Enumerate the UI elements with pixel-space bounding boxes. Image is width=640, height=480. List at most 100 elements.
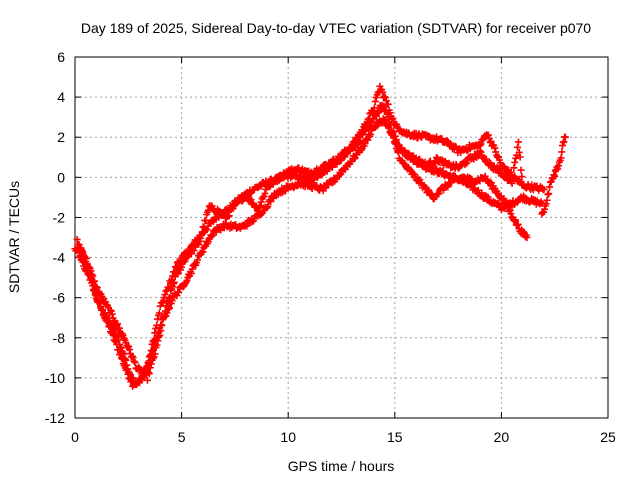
data-point <box>381 116 389 124</box>
data-point <box>515 148 523 156</box>
data-point <box>199 248 207 256</box>
data-point <box>477 140 485 148</box>
data-point <box>463 159 471 167</box>
data-point <box>155 309 163 317</box>
data-point <box>351 154 359 162</box>
data-point <box>341 165 349 173</box>
data-point <box>117 344 125 352</box>
data-point <box>175 288 183 296</box>
data-point <box>509 174 517 182</box>
data-point <box>149 347 157 355</box>
data-point <box>523 234 531 241</box>
data-point <box>126 346 134 354</box>
x-ticks: 0 5 10 15 20 25 <box>71 57 616 445</box>
data-point <box>129 374 137 382</box>
data-point <box>90 286 98 294</box>
series-lower-track <box>75 115 531 389</box>
y-tick-label: -12 <box>45 410 65 426</box>
data-point <box>114 320 122 328</box>
data-point <box>507 210 515 218</box>
data-point <box>365 114 373 122</box>
data-point <box>484 131 492 139</box>
data-point <box>155 328 163 336</box>
data-point <box>502 170 510 178</box>
data-point <box>510 164 518 172</box>
data-point <box>79 258 87 266</box>
data-point <box>83 266 91 274</box>
data-point <box>170 278 178 286</box>
data-point <box>506 206 514 214</box>
data-point <box>257 198 265 206</box>
data-point <box>384 122 392 130</box>
data-point <box>554 165 562 173</box>
data-point <box>96 299 104 307</box>
data-point <box>106 306 114 314</box>
data-point <box>151 341 159 349</box>
y-tick-label: 6 <box>57 49 65 65</box>
data-point <box>444 183 452 191</box>
data-point <box>474 186 482 194</box>
data-point <box>371 97 379 105</box>
data-point <box>514 138 522 146</box>
data-point <box>150 342 158 350</box>
data-point <box>145 357 153 365</box>
data-point <box>389 114 397 122</box>
data-point <box>209 231 217 239</box>
data-point <box>104 314 112 322</box>
data-point <box>363 119 371 127</box>
data-point <box>177 263 185 271</box>
data-point <box>281 187 289 195</box>
x-tick-label: 10 <box>280 429 296 445</box>
data-point <box>85 270 93 278</box>
data-point <box>111 326 119 334</box>
data-point <box>484 193 492 201</box>
x-tick-label: 20 <box>494 429 510 445</box>
data-point <box>439 167 447 175</box>
data-point <box>495 153 503 161</box>
data-point <box>364 136 372 144</box>
data-point <box>128 352 136 360</box>
data-point <box>187 269 195 277</box>
data-point <box>122 356 130 364</box>
series-upper-track <box>73 82 548 384</box>
data-point <box>511 216 519 224</box>
data-point <box>382 97 390 105</box>
y-tick-label: -6 <box>53 290 66 306</box>
series-end-track <box>538 133 569 218</box>
data-point <box>161 291 169 299</box>
data-point <box>546 183 554 191</box>
data-point <box>174 270 182 278</box>
data-point <box>373 122 381 130</box>
data-point <box>145 370 153 378</box>
data-point <box>481 172 489 180</box>
data-point <box>169 280 177 288</box>
data-point <box>130 357 138 365</box>
data-point <box>476 147 484 155</box>
data-point <box>367 130 375 138</box>
data-point <box>198 228 206 236</box>
data-point <box>76 252 84 260</box>
data-point <box>518 173 526 181</box>
data-point <box>385 123 393 131</box>
data-point <box>225 212 233 220</box>
data-point <box>380 93 388 101</box>
data-point <box>540 185 548 193</box>
x-axis-label: GPS time / hours <box>288 458 395 474</box>
data-point <box>115 336 123 344</box>
data-point <box>514 220 522 228</box>
plot-frame <box>74 56 609 419</box>
data-point <box>516 153 524 161</box>
x-tick-label: 25 <box>600 429 616 445</box>
data-point <box>264 202 272 210</box>
data-point <box>369 108 377 116</box>
data-point <box>380 102 388 110</box>
data-point <box>347 144 355 152</box>
data-point <box>388 115 396 123</box>
data-point <box>163 309 171 317</box>
data-point <box>229 205 237 213</box>
data-point <box>143 376 151 384</box>
data-point <box>379 88 387 96</box>
y-tick-label: -4 <box>53 250 66 266</box>
data-point <box>364 115 372 123</box>
